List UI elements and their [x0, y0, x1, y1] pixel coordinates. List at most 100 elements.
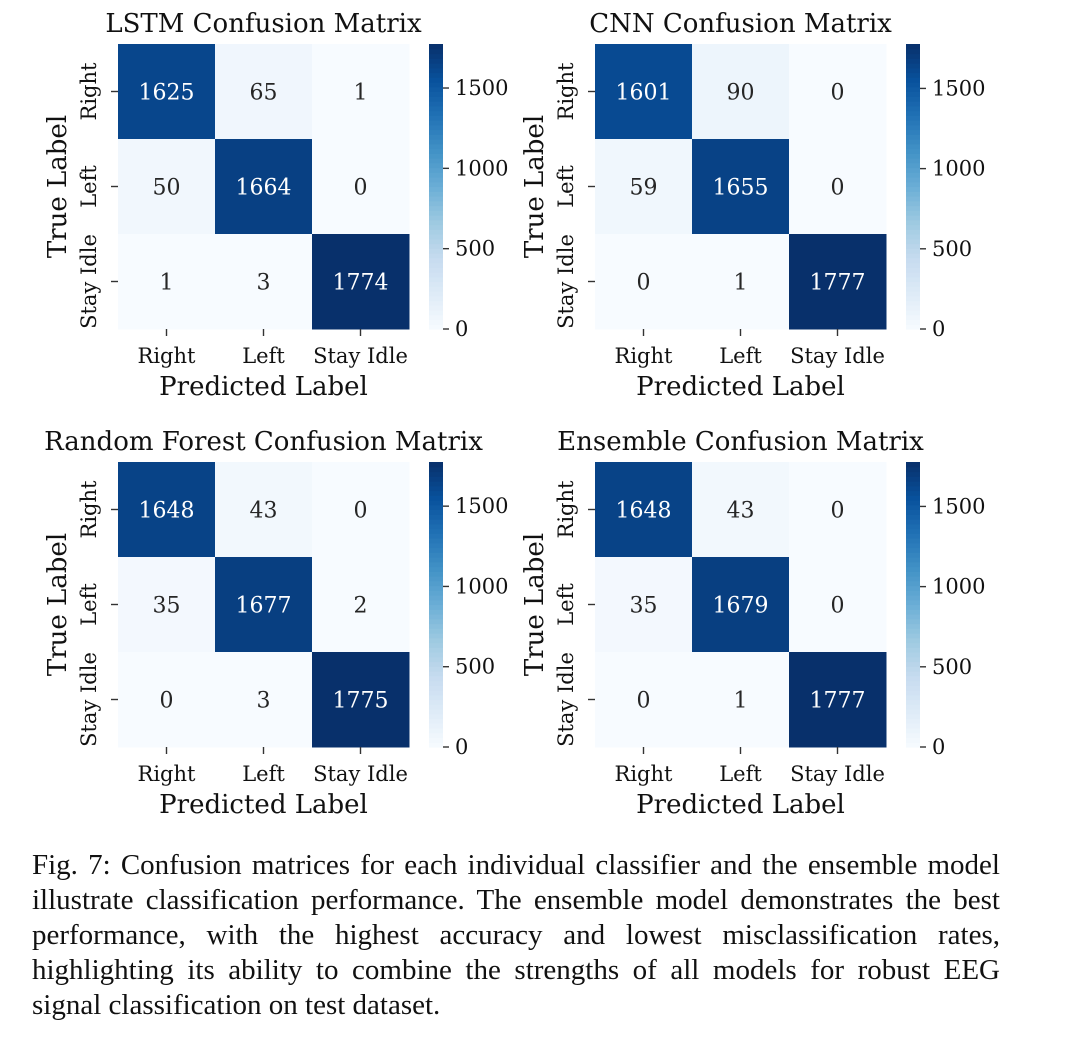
colorbar-segment	[429, 272, 443, 278]
colorbar-segment	[429, 300, 443, 306]
colorbar-segment	[429, 115, 443, 121]
x-tick-label: Stay Idle	[790, 762, 885, 786]
colorbar-segment	[906, 286, 920, 292]
x-axis-label: Predicted Label	[159, 790, 368, 820]
heatmap-cell	[118, 234, 216, 330]
heatmap-cell	[595, 462, 693, 558]
colorbar-segment	[906, 267, 920, 273]
colorbar-segment	[906, 96, 920, 102]
heatmap-cell	[789, 234, 887, 330]
cell-value-label: 1775	[333, 689, 389, 714]
colorbar-segment	[429, 229, 443, 235]
colorbar-segment	[906, 110, 920, 116]
colorbar-segment	[906, 652, 920, 658]
colorbar-segment	[906, 91, 920, 97]
colorbar-segment	[906, 77, 920, 83]
colorbar-segment	[429, 238, 443, 245]
y-tick-label: Stay Idle	[554, 652, 578, 747]
x-tick-label: Right	[138, 762, 196, 786]
colorbar-segment	[906, 314, 920, 321]
colorbar-segment	[429, 661, 443, 667]
colorbar-segment	[429, 571, 443, 577]
cell-value-label: 1648	[616, 499, 672, 524]
colorbar-segment	[429, 519, 443, 525]
heatmap-cell	[118, 652, 216, 748]
x-axis-label: Predicted Label	[159, 372, 368, 402]
colorbar-segment	[429, 101, 443, 107]
colorbar-segment	[906, 661, 920, 667]
colorbar-segment	[429, 557, 443, 563]
colorbar-segment	[429, 633, 443, 639]
colorbar-segment	[429, 728, 443, 734]
colorbar-segment	[906, 485, 920, 492]
panel-title: CNN Confusion Matrix	[589, 9, 892, 39]
cell-value-label: 0	[160, 689, 174, 714]
cell-value-label: 1	[354, 81, 368, 106]
colorbar-segment	[429, 153, 443, 159]
colorbar-segment	[429, 675, 443, 682]
colorbar-segment	[906, 324, 920, 330]
colorbar-segment	[906, 162, 920, 169]
colorbar-segment	[429, 732, 443, 739]
colorbar-tick-label: 0	[455, 735, 468, 759]
colorbar-segment	[906, 129, 920, 135]
colorbar-segment	[429, 609, 443, 615]
cell-value-label: 1677	[236, 594, 292, 619]
x-axis-label: Predicted Label	[636, 372, 845, 402]
x-tick-label: Right	[138, 344, 196, 368]
colorbar-segment	[906, 243, 920, 249]
heatmap-cell	[118, 462, 216, 558]
colorbar-segment	[906, 115, 920, 121]
colorbar-segment	[906, 500, 920, 506]
colorbar-segment	[906, 642, 920, 648]
colorbar-tick-label: 500	[932, 655, 972, 679]
cell-value-label: 1	[734, 271, 748, 296]
colorbar-segment	[906, 300, 920, 306]
cell-value-label: 0	[354, 176, 368, 201]
colorbar-segment	[429, 262, 443, 268]
cell-value-label: 1601	[616, 81, 672, 106]
colorbar-segment	[429, 462, 443, 468]
colorbar-segment	[906, 528, 920, 534]
colorbar-segment	[429, 234, 443, 240]
colorbar-segment	[429, 652, 443, 658]
colorbar-segment	[906, 224, 920, 230]
heatmap-cell	[692, 462, 790, 558]
colorbar-segment	[429, 742, 443, 748]
colorbar-segment	[429, 63, 443, 69]
colorbar-segment	[429, 533, 443, 539]
colorbar-segment	[429, 91, 443, 97]
colorbar-segment	[906, 504, 920, 511]
colorbar-segment	[906, 186, 920, 192]
colorbar-segment	[906, 200, 920, 207]
colorbar-segment	[906, 533, 920, 539]
colorbar-segment	[906, 595, 920, 601]
colorbar-segment	[429, 694, 443, 701]
colorbar-segment	[429, 585, 443, 591]
colorbar-segment	[429, 158, 443, 164]
colorbar-segment	[906, 713, 920, 720]
cell-value-label: 50	[153, 176, 181, 201]
colorbar-segment	[906, 637, 920, 644]
y-axis-label: True Label	[520, 115, 550, 258]
colorbar-segment	[906, 124, 920, 131]
heatmap-cell	[692, 139, 790, 235]
colorbar-segment	[429, 319, 443, 325]
cell-value-label: 2	[354, 594, 368, 619]
heatmap-cell	[118, 557, 216, 653]
colorbar-segment	[429, 481, 443, 487]
colorbar-segment	[906, 248, 920, 254]
confusion-matrix-panel-4: Ensemble Confusion Matrix 1648 43 0 35 1679 0 0…	[520, 427, 985, 820]
cell-value-label: 0	[637, 689, 651, 714]
y-tick-label: Left	[77, 583, 101, 626]
colorbar-segment	[906, 158, 920, 164]
colorbar-segment	[429, 628, 443, 634]
colorbar-segment	[429, 143, 443, 150]
cell-value-label: 3	[257, 689, 271, 714]
colorbar-segment	[906, 490, 920, 496]
cell-value-label: 0	[637, 271, 651, 296]
colorbar-segment	[906, 276, 920, 283]
colorbar-segment	[429, 58, 443, 64]
colorbar-segment	[906, 580, 920, 587]
colorbar-tick-label: 0	[932, 317, 945, 341]
